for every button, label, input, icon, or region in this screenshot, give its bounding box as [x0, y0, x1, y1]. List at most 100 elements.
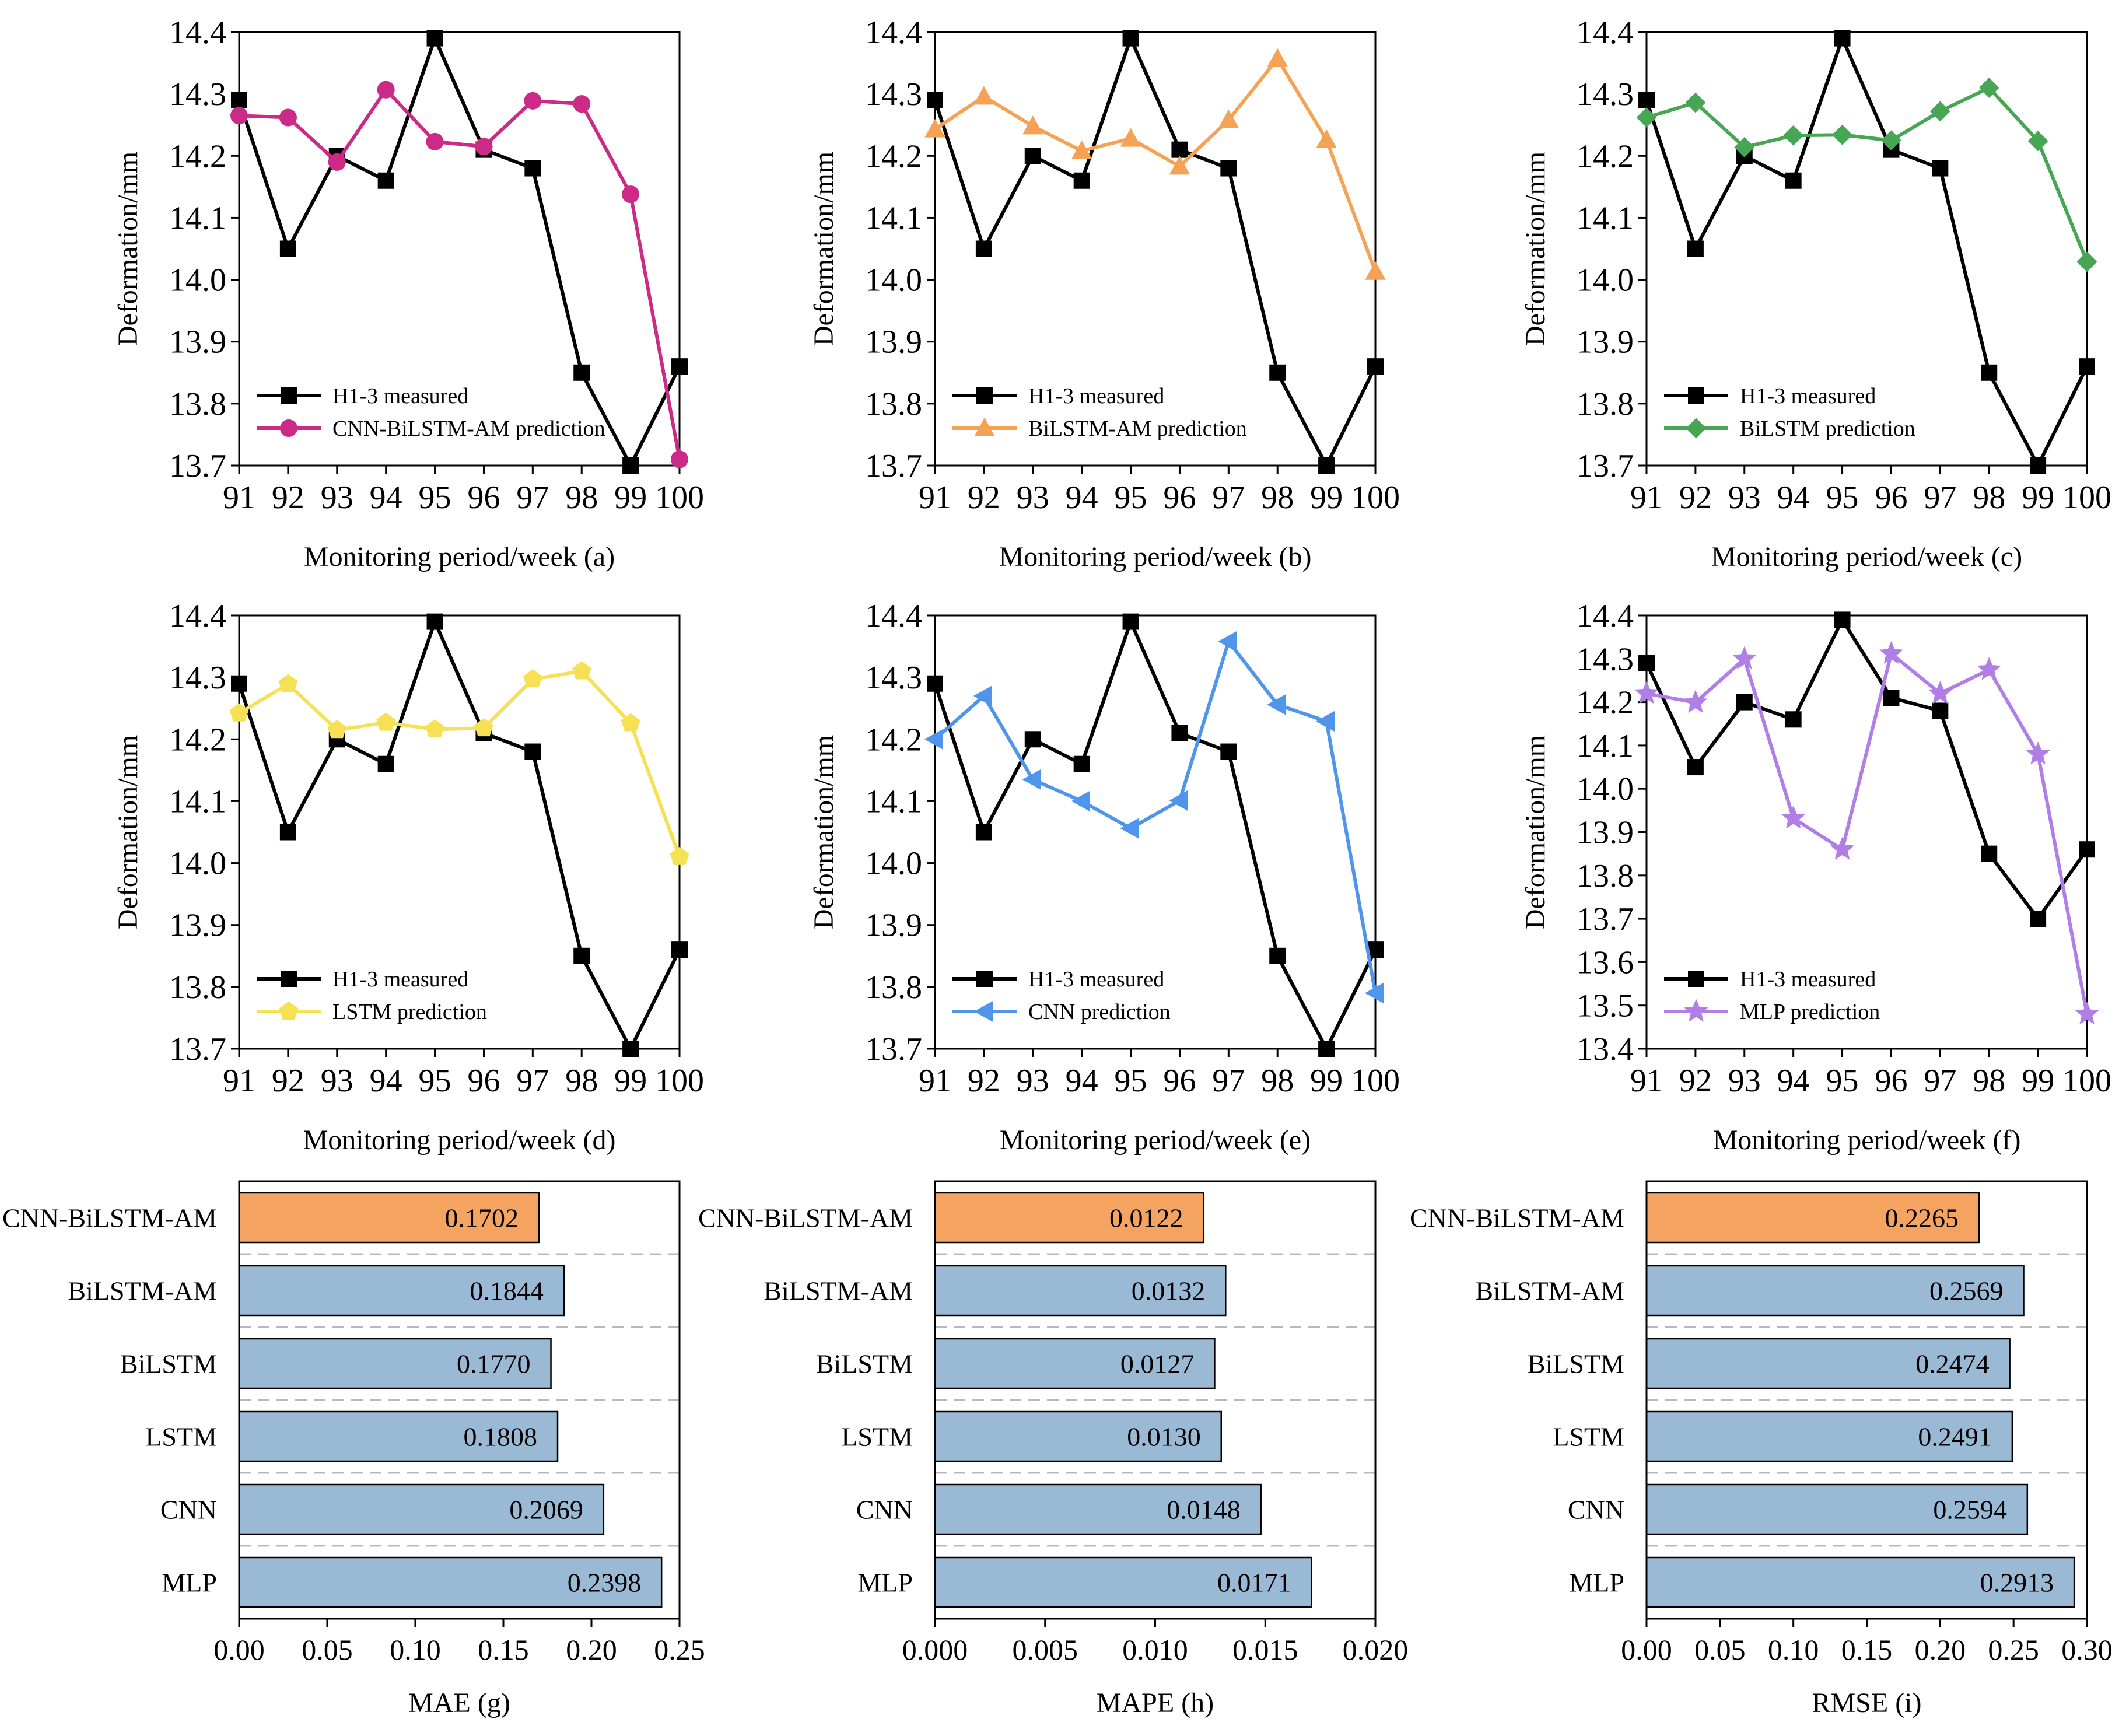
- y-tick-label: 14.3: [865, 76, 922, 113]
- y-tick-label: 14.0: [865, 262, 922, 299]
- plot-frame: [1645, 31, 2088, 467]
- x-tick-label: 93: [1017, 1063, 1049, 1099]
- series-1: [924, 48, 1386, 280]
- y-axis-title: Deformation/mm: [808, 735, 839, 929]
- data-point: [1318, 1041, 1335, 1057]
- y-tick-label: 14.4: [865, 598, 922, 634]
- x-tick-label: 0.20: [566, 1633, 617, 1666]
- data-point: [1734, 137, 1755, 158]
- x-tick-label: 98: [565, 480, 598, 516]
- legend: H1-3 measured MLP prediction: [1664, 967, 1880, 1024]
- bar: [934, 1483, 1262, 1535]
- bar-value-label: 0.2594: [1933, 1495, 2007, 1525]
- x-tick-label: 95: [1115, 1063, 1147, 1099]
- data-point: [279, 824, 296, 841]
- y-tick-label: 13.7: [1577, 901, 1634, 937]
- bar-value-label: 0.2491: [1918, 1422, 1992, 1452]
- data-point: [1171, 141, 1188, 158]
- x-tick-label: 96: [1163, 1063, 1196, 1099]
- category-label: CNN: [1568, 1495, 1624, 1525]
- data-point: [1834, 611, 1851, 628]
- bar-value-label: 0.1808: [464, 1422, 538, 1452]
- y-tick-label: 14.4: [1577, 15, 1634, 51]
- x-tick-label: 0.20: [1915, 1633, 1966, 1666]
- y-tick-label: 14.2: [169, 138, 226, 174]
- series-line: [933, 33, 1377, 470]
- line-chart-c: 13.7 13.8 13.9 14.0 14.1 14.2 14.3 14.4 91 92 93 94…: [1520, 15, 2111, 572]
- data-point: [1318, 457, 1335, 474]
- bar-value-label: 0.0171: [1217, 1568, 1291, 1598]
- x-tick-label: 0.015: [1232, 1633, 1298, 1666]
- x-tick-label: 100: [2062, 1063, 2111, 1099]
- data-point: [1269, 947, 1286, 964]
- category-label: CNN: [160, 1495, 217, 1525]
- data-point: [279, 240, 296, 257]
- x-tick-label: 95: [419, 1063, 451, 1099]
- y-tick-label: 13.8: [1577, 858, 1634, 894]
- data-point: [1687, 759, 1704, 776]
- legend-marker: [1686, 418, 1707, 439]
- bar-value-label: 0.2913: [1980, 1568, 2054, 1598]
- y-tick-label: 13.7: [169, 448, 226, 484]
- series-line: [1646, 85, 2089, 262]
- x-tick-label: 92: [968, 1063, 1000, 1099]
- data-point: [376, 712, 396, 731]
- category-label: BiLSTM: [816, 1349, 913, 1379]
- data-point: [1981, 364, 1998, 381]
- category-label: CNN-BiLSTM-AM: [2, 1203, 217, 1233]
- y-tick-label: 14.4: [169, 15, 226, 51]
- data-point: [1981, 845, 1998, 862]
- x-tick-label: 95: [419, 480, 451, 516]
- series-line: [934, 638, 1377, 994]
- data-point: [1122, 30, 1139, 47]
- legend-marker: [279, 1001, 299, 1020]
- data-point: [1879, 640, 1903, 664]
- data-point: [1122, 613, 1139, 630]
- x-tick-label: 99: [2022, 480, 2054, 516]
- x-tick-label: 96: [1163, 480, 1196, 516]
- category-label: CNN-BiLSTM-AM: [698, 1203, 913, 1233]
- x-tick-label: 92: [272, 480, 304, 516]
- x-tick-label: 92: [1679, 1063, 1712, 1099]
- data-point: [1785, 711, 1802, 728]
- x-tick-label: 99: [2022, 1063, 2054, 1099]
- data-point: [1978, 78, 1999, 98]
- x-axis-title: MAPE (h): [1097, 1688, 1214, 1718]
- y-tick-label: 14.0: [169, 262, 226, 299]
- x-tick-label: 91: [223, 1063, 255, 1099]
- legend-marker: [280, 419, 297, 437]
- legend-marker: [281, 387, 297, 404]
- data-point: [1634, 681, 1659, 704]
- legend-marker: [1688, 387, 1704, 404]
- series-0: [927, 30, 1384, 474]
- data-point: [425, 719, 444, 738]
- data-point: [1785, 172, 1802, 189]
- bar: [238, 1556, 663, 1608]
- data-point: [231, 675, 247, 692]
- data-point: [1269, 364, 1286, 381]
- series-line: [1645, 616, 2089, 922]
- bar-value-label: 0.1844: [470, 1276, 544, 1306]
- legend-marker: [1688, 971, 1704, 987]
- bar: [934, 1192, 1204, 1244]
- x-tick-label: 91: [1630, 480, 1663, 516]
- data-point: [1687, 240, 1704, 257]
- x-tick-label: 93: [321, 1063, 353, 1099]
- category-label: BiLSTM-AM: [68, 1276, 217, 1306]
- data-point: [1120, 128, 1141, 147]
- legend-label: H1-3 measured: [332, 967, 468, 992]
- x-tick-label: 99: [1310, 480, 1343, 516]
- line-chart-d: 13.7 13.8 13.9 14.0 14.1 14.2 14.3 14.4 91 92 93 94…: [113, 598, 704, 1156]
- x-tick-label: 100: [655, 1063, 704, 1099]
- x-tick-label: 91: [919, 480, 951, 516]
- bar-value-label: 0.2265: [1885, 1203, 1959, 1233]
- bar-chart-h: 0.0122 CNN-BiLSTM-AM 0.0132 BiLSTM-AM 0.0127…: [698, 1180, 1408, 1718]
- data-point: [1022, 769, 1041, 790]
- data-point: [1316, 129, 1337, 148]
- data-point: [671, 358, 688, 375]
- data-point: [973, 86, 994, 105]
- data-point: [1781, 806, 1806, 829]
- x-tick-label: 93: [1017, 480, 1049, 516]
- data-point: [279, 108, 297, 127]
- x-axis-title: Monitoring period/week (b): [999, 541, 1312, 572]
